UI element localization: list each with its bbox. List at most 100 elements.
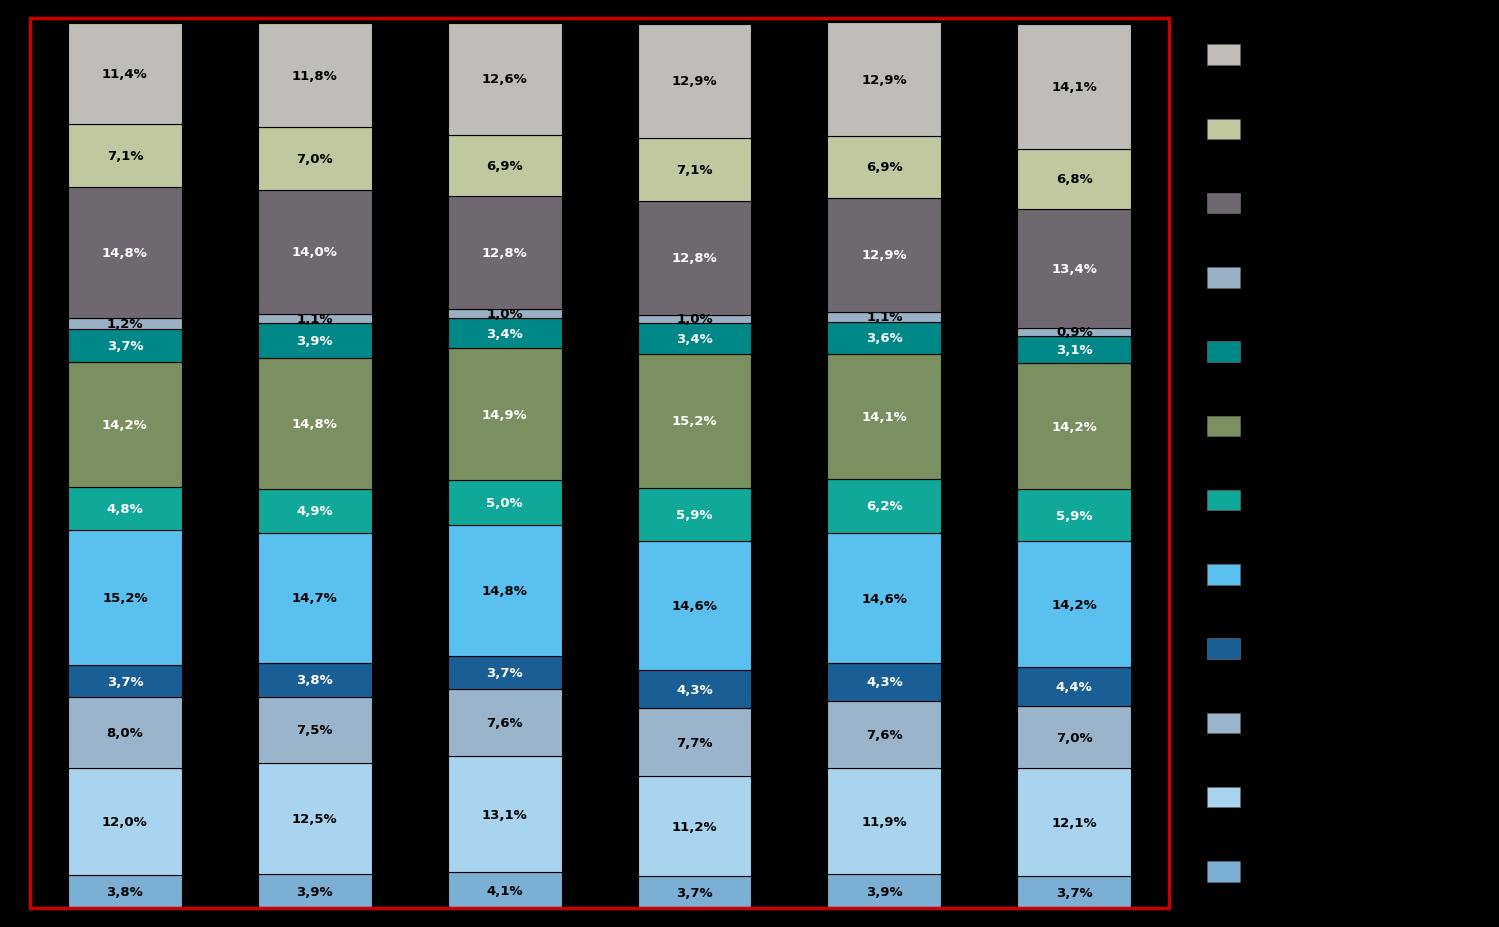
Text: 14,2%: 14,2% xyxy=(1051,598,1097,611)
Text: 4,9%: 4,9% xyxy=(297,505,333,518)
Text: 3,9%: 3,9% xyxy=(297,884,333,897)
Text: 14,1%: 14,1% xyxy=(1051,81,1097,94)
Text: 6,9%: 6,9% xyxy=(866,161,902,174)
Bar xyxy=(827,534,941,663)
Text: 6,2%: 6,2% xyxy=(866,500,902,513)
Bar xyxy=(67,362,181,488)
Bar xyxy=(827,768,941,874)
Bar xyxy=(258,489,372,533)
Bar xyxy=(258,324,372,359)
Text: 14,6%: 14,6% xyxy=(862,592,907,605)
Text: 7,1%: 7,1% xyxy=(106,150,144,163)
Bar xyxy=(448,525,562,656)
Bar xyxy=(448,756,562,872)
Text: 3,8%: 3,8% xyxy=(297,674,333,687)
Bar xyxy=(637,25,751,139)
Bar xyxy=(1018,876,1132,908)
Text: 4,8%: 4,8% xyxy=(106,502,144,515)
Text: 12,0%: 12,0% xyxy=(102,815,148,828)
Text: 15,2%: 15,2% xyxy=(672,415,718,428)
Bar xyxy=(67,875,181,908)
Text: 7,7%: 7,7% xyxy=(676,736,714,749)
Text: 3,7%: 3,7% xyxy=(486,666,523,679)
Bar xyxy=(448,24,562,135)
Bar xyxy=(637,324,751,354)
Text: 11,4%: 11,4% xyxy=(102,68,148,81)
Bar xyxy=(67,665,181,698)
Text: 7,6%: 7,6% xyxy=(866,729,902,742)
Bar xyxy=(827,354,941,479)
Text: 14,9%: 14,9% xyxy=(481,408,528,421)
Bar xyxy=(637,354,751,489)
Bar xyxy=(67,530,181,665)
Text: 8,0%: 8,0% xyxy=(106,727,144,740)
Bar xyxy=(448,310,562,319)
Text: 14,8%: 14,8% xyxy=(102,247,148,260)
Text: 12,1%: 12,1% xyxy=(1051,816,1097,829)
Bar xyxy=(1018,210,1132,328)
Bar xyxy=(448,872,562,908)
Text: 5,9%: 5,9% xyxy=(1055,509,1093,522)
Text: 3,7%: 3,7% xyxy=(676,885,714,898)
Text: 4,3%: 4,3% xyxy=(866,676,902,689)
Bar xyxy=(637,489,751,541)
Bar xyxy=(67,319,181,329)
Bar xyxy=(258,190,372,314)
Bar xyxy=(67,698,181,768)
Bar xyxy=(1018,337,1132,364)
Text: 3,7%: 3,7% xyxy=(1055,885,1093,898)
Bar xyxy=(67,768,181,875)
Bar xyxy=(637,708,751,777)
Bar xyxy=(827,701,941,768)
Text: 12,5%: 12,5% xyxy=(292,812,337,825)
Bar xyxy=(637,876,751,908)
Bar xyxy=(637,315,751,324)
Text: 11,8%: 11,8% xyxy=(292,70,337,83)
Text: 1,2%: 1,2% xyxy=(106,318,144,331)
Text: 14,7%: 14,7% xyxy=(292,591,337,604)
Text: 3,9%: 3,9% xyxy=(866,884,902,897)
Bar xyxy=(448,349,562,481)
Text: 14,2%: 14,2% xyxy=(102,418,148,431)
Text: 4,3%: 4,3% xyxy=(676,683,714,696)
Bar xyxy=(637,670,751,708)
Bar xyxy=(448,319,562,349)
Bar xyxy=(827,663,941,701)
Bar xyxy=(448,197,562,310)
Bar xyxy=(827,198,941,312)
Bar xyxy=(1018,667,1132,706)
Bar xyxy=(827,479,941,534)
Text: 7,6%: 7,6% xyxy=(486,716,523,729)
Bar xyxy=(67,24,181,125)
Text: 3,1%: 3,1% xyxy=(1055,344,1093,357)
Text: 12,9%: 12,9% xyxy=(862,249,907,262)
Text: 3,7%: 3,7% xyxy=(106,675,144,688)
Bar xyxy=(258,697,372,763)
Bar xyxy=(1018,706,1132,768)
Text: 15,2%: 15,2% xyxy=(102,591,148,604)
Bar xyxy=(448,135,562,197)
Text: 1,0%: 1,0% xyxy=(676,313,714,326)
Bar xyxy=(1018,489,1132,542)
Bar xyxy=(67,329,181,362)
Bar xyxy=(258,24,372,128)
Text: 6,8%: 6,8% xyxy=(1055,173,1093,186)
Bar xyxy=(1018,542,1132,667)
Bar xyxy=(448,656,562,689)
Text: 1,1%: 1,1% xyxy=(866,311,902,324)
Bar xyxy=(1018,328,1132,337)
Bar xyxy=(1018,364,1132,489)
Text: 1,1%: 1,1% xyxy=(297,312,333,325)
Text: 7,5%: 7,5% xyxy=(297,724,333,737)
Text: 6,9%: 6,9% xyxy=(486,159,523,172)
Bar xyxy=(258,359,372,489)
Bar xyxy=(1018,149,1132,210)
Text: 11,2%: 11,2% xyxy=(672,819,718,832)
Text: 7,1%: 7,1% xyxy=(676,164,714,177)
Text: 4,1%: 4,1% xyxy=(486,883,523,896)
Bar xyxy=(637,139,751,202)
Bar xyxy=(67,187,181,319)
Text: 3,9%: 3,9% xyxy=(297,335,333,348)
Bar xyxy=(67,488,181,530)
Bar xyxy=(827,323,941,354)
